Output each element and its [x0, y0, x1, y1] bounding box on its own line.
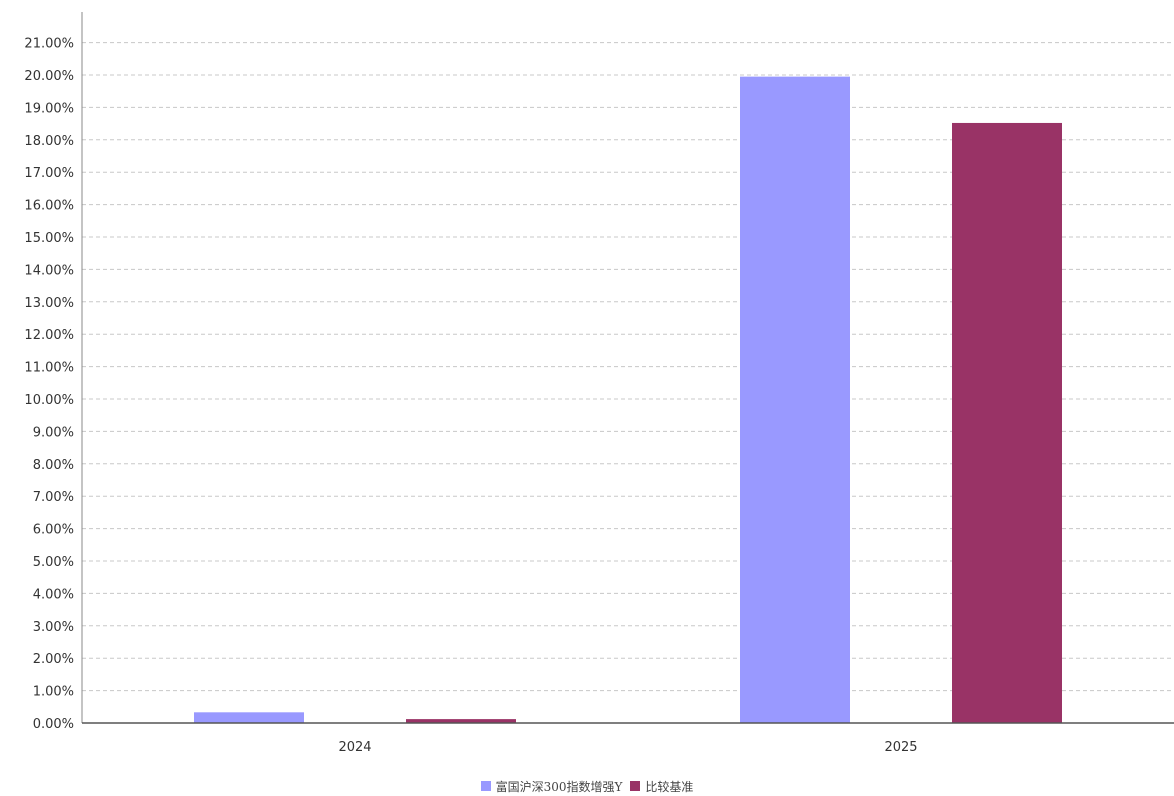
y-tick-label: 19.00% — [24, 101, 74, 116]
legend-item-series-1: 富国沪深300指数增强Y — [480, 778, 623, 795]
y-tick-label: 1.00% — [33, 685, 74, 700]
y-axis-ticks: 0.00% 1.00% 2.00% 3.00% 4.00% 5.00% 6.00% 7.00%… — [24, 37, 74, 732]
bar-2-2024 — [406, 719, 516, 723]
y-tick-label: 0.00% — [33, 717, 74, 732]
y-tick-label: 7.00% — [33, 490, 74, 505]
y-tick-label: 20.00% — [24, 69, 74, 84]
y-tick-label: 12.00% — [24, 328, 74, 343]
y-tick-label: 4.00% — [33, 587, 74, 602]
x-axis-ticks: 2024 2025 — [338, 740, 917, 755]
x-tick-label: 2025 — [884, 740, 917, 755]
bar-1-2025 — [740, 76, 850, 724]
y-tick-label: 11.00% — [24, 361, 74, 376]
y-tick-label: 10.00% — [24, 393, 74, 408]
legend-swatch-series-2 — [630, 781, 641, 791]
bar-1-2024 — [194, 712, 304, 723]
y-tick-label: 15.00% — [24, 231, 74, 246]
y-tick-label: 14.00% — [24, 263, 74, 278]
y-tick-label: 5.00% — [33, 555, 74, 570]
bar-chart: 0.00% 1.00% 2.00% 3.00% 4.00% 5.00% 6.00% 7.00%… — [24, 12, 1174, 755]
bar-2-2025 — [952, 122, 1062, 723]
y-tick-label: 18.00% — [24, 134, 74, 149]
y-tick-label: 16.00% — [24, 199, 74, 214]
y-tick-label: 9.00% — [33, 425, 74, 440]
x-tick-label: 2024 — [338, 740, 371, 755]
y-tick-label: 17.00% — [24, 166, 74, 181]
y-tick-label: 2.00% — [33, 652, 74, 667]
y-tick-label: 6.00% — [33, 523, 74, 538]
y-tick-label: 21.00% — [24, 37, 74, 52]
y-tick-label: 13.00% — [24, 296, 74, 311]
y-tick-label: 8.00% — [33, 458, 74, 473]
legend-label-series-1: 富国沪深300指数增强Y — [495, 779, 623, 794]
legend: 富国沪深300指数增强Y 比较基准 — [0, 778, 1174, 794]
legend-swatch-series-1 — [480, 781, 491, 791]
y-tick-label: 3.00% — [33, 620, 74, 635]
legend-item-series-2: 比较基准 — [630, 778, 693, 795]
legend-label-series-2: 比较基准 — [645, 779, 694, 794]
bars — [194, 76, 1062, 724]
